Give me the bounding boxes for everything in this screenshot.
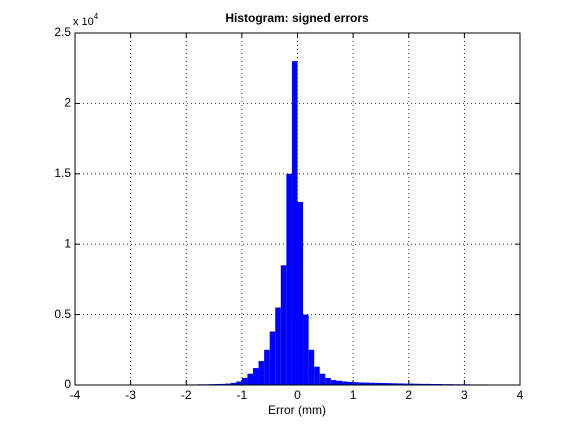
x-tick-label: -3 [125, 388, 136, 402]
x-tick-label: 2 [405, 388, 412, 402]
histogram-bar [386, 383, 393, 385]
y-tick-label: 1.5 [54, 166, 71, 180]
histogram-bar [375, 382, 381, 385]
histogram-bar [303, 314, 309, 385]
histogram-bar [353, 382, 359, 385]
y-multiplier-exponent: 4 [94, 12, 99, 21]
histogram-bar [225, 383, 231, 385]
plot-frame [74, 32, 521, 386]
histogram-bar [236, 381, 242, 385]
histogram-bar [286, 173, 292, 385]
histogram-bar [330, 380, 337, 385]
x-tick-label: -4 [70, 388, 81, 402]
x-tick-label: 1 [350, 388, 357, 402]
histogram-bar [392, 383, 398, 385]
histogram-bar [275, 307, 281, 385]
histogram-bar [241, 377, 248, 385]
histogram-bar [369, 382, 376, 385]
histogram-bar [397, 383, 404, 385]
x-tick-label: 0 [294, 388, 301, 402]
x-tick-label: 3 [461, 388, 468, 402]
histogram-bar [230, 382, 237, 385]
histogram-bar [414, 383, 420, 385]
histogram-bar [280, 265, 287, 385]
histogram-bar [319, 373, 326, 385]
histogram-bar [247, 373, 253, 385]
histogram-bar [219, 383, 226, 385]
x-tick-label: -2 [181, 388, 192, 402]
histogram-bar [347, 381, 354, 385]
y-tick-label: 0 [64, 377, 71, 391]
histogram-bar [364, 382, 370, 385]
histogram-bar [325, 377, 331, 385]
histogram-bar [419, 383, 426, 385]
histogram-bar [403, 383, 409, 385]
histogram-bar [342, 381, 348, 385]
histogram-bar [253, 368, 259, 385]
histogram-bar [425, 383, 431, 385]
histogram-bar [297, 201, 304, 385]
histogram-bar [308, 349, 315, 385]
histogram-bar [408, 383, 415, 385]
histogram-bar [358, 382, 365, 385]
histogram-bar [269, 331, 276, 385]
y-tick-label: 1 [64, 236, 71, 250]
histogram-bar [291, 61, 298, 385]
y-tick-label: 2.5 [54, 25, 71, 39]
chart-title: Histogram: signed errors [225, 11, 369, 25]
histogram-bar [314, 366, 320, 385]
histogram-bar [336, 380, 342, 385]
x-axis-label: Error (mm) [268, 403, 326, 417]
x-tick-label: -1 [237, 388, 248, 402]
y-multiplier: x 104 [73, 12, 99, 28]
x-tick-label: 4 [517, 388, 524, 402]
histogram-bar [380, 383, 387, 385]
y-multiplier-base: x 10 [73, 16, 94, 28]
histogram-bar [264, 349, 270, 385]
y-tick-label: 2 [64, 96, 71, 110]
y-tick-label: 0.5 [54, 307, 71, 321]
histogram-bar [258, 361, 265, 385]
